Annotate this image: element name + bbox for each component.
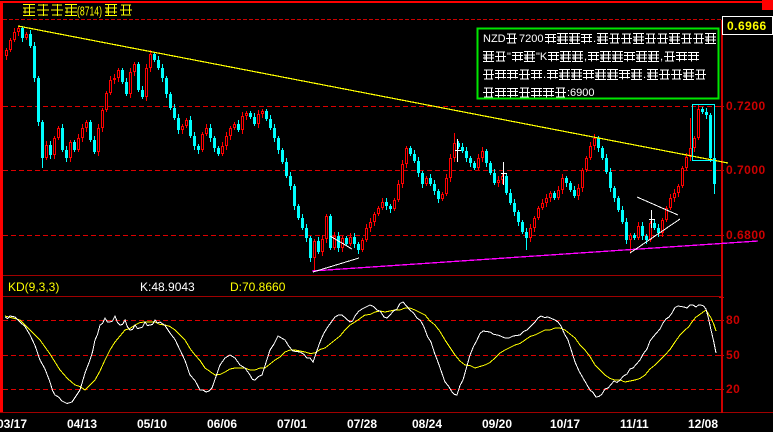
- svg-text:20: 20: [726, 382, 740, 396]
- svg-text:07/01: 07/01: [277, 417, 307, 431]
- svg-text:,: ,: [660, 51, 663, 63]
- svg-text:0.7000: 0.7000: [726, 163, 766, 177]
- svg-text:0.6800: 0.6800: [726, 228, 766, 242]
- svg-text:80: 80: [726, 313, 740, 327]
- svg-text:.: .: [593, 33, 596, 45]
- svg-text:11/11: 11/11: [620, 417, 649, 431]
- svg-text::6900: :6900: [567, 87, 595, 99]
- svg-text:.: .: [543, 69, 546, 81]
- svg-text:09/20: 09/20: [482, 417, 512, 431]
- svg-text:50: 50: [726, 348, 740, 362]
- svg-text:08/24: 08/24: [412, 417, 442, 431]
- svg-text:0.7200: 0.7200: [726, 99, 766, 113]
- svg-text:03/17: 03/17: [0, 417, 27, 431]
- svg-text:05/10: 05/10: [137, 417, 167, 431]
- svg-text:(8714): (8714): [77, 4, 102, 19]
- svg-text:": ": [507, 51, 511, 63]
- svg-text:KD(9,3,3): KD(9,3,3): [8, 280, 59, 294]
- svg-text:12/08: 12/08: [688, 417, 718, 431]
- svg-text:0.6966: 0.6966: [727, 19, 767, 33]
- svg-text:07/28: 07/28: [347, 417, 377, 431]
- svg-text:7200: 7200: [519, 33, 543, 45]
- svg-text:06/06: 06/06: [207, 417, 237, 431]
- svg-text:,: ,: [584, 51, 587, 63]
- svg-text:.: .: [643, 69, 646, 81]
- svg-text:K:48.9043: K:48.9043: [140, 280, 195, 294]
- svg-text:04/13: 04/13: [67, 417, 97, 431]
- svg-text:D:70.8660: D:70.8660: [230, 280, 286, 294]
- svg-text:"K: "K: [536, 51, 548, 63]
- svg-text:NZD: NZD: [483, 33, 506, 45]
- svg-text:10/17: 10/17: [550, 417, 580, 431]
